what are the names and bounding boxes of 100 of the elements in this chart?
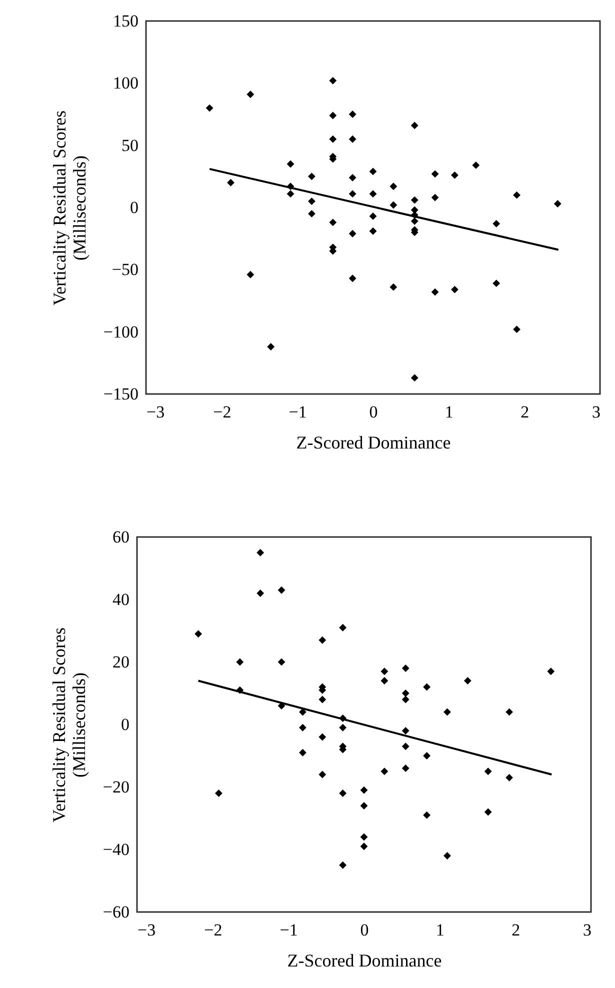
point [513,191,520,199]
point [410,122,418,130]
point [318,733,326,741]
point [492,220,500,228]
y-tick-label: −50 [112,260,138,280]
point [206,104,214,112]
point [402,742,410,750]
x-tick-label: 1 [436,920,444,940]
point [444,852,451,860]
point [506,774,513,782]
point [492,280,500,288]
point [360,833,368,841]
point [267,343,275,350]
point [329,218,337,226]
x-tick-label: 2 [520,402,530,422]
point [431,194,439,202]
y-tick-label: −150 [103,384,138,404]
point [348,174,356,182]
x-tick-label: −2 [204,920,222,940]
point [236,658,244,666]
x-tick-label: 3 [592,402,600,422]
point [464,677,472,684]
y-tick-label: −20 [102,778,130,796]
point [308,198,316,205]
point [369,227,377,235]
point [451,171,458,179]
point [329,135,337,143]
x-tick-label: 0 [369,402,378,422]
y-tick-label: 50 [122,136,138,155]
y-tick-label: 20 [112,652,130,672]
y-tick-label: 150 [113,12,138,30]
point [256,590,264,597]
point [246,270,254,278]
y-axis-title: Verticality Residual Scores (Milliseconds) [48,628,89,822]
point [402,764,410,772]
point [484,768,492,776]
point [472,162,480,169]
point [431,288,439,296]
point [348,274,356,282]
point [369,212,377,220]
point [369,168,377,176]
x-tick-label: −1 [288,402,307,422]
x-tick-label: 1 [444,402,454,422]
point [390,283,398,291]
point [339,724,347,732]
x-tick-label: −1 [280,920,298,940]
point [369,190,377,198]
point [360,842,368,850]
point [423,752,431,760]
point [402,690,410,697]
x-tick-label: −3 [146,402,165,422]
point [246,90,254,98]
point [308,172,316,180]
y-tick-label: −100 [103,322,138,342]
point [348,190,356,198]
point [360,786,368,794]
point [286,160,294,168]
point [278,658,286,666]
point [299,708,306,716]
point [380,668,388,676]
point [402,727,410,734]
point [390,201,398,209]
point [410,196,418,204]
point [329,112,337,120]
point [299,748,306,756]
y-axis-title: Verticality Residual Scores (Milliseconds) [49,110,90,306]
x-tick-label: 3 [583,920,592,940]
x-axis-title: Z-Scored Dominance [296,432,451,452]
point [348,135,356,143]
point [278,586,286,594]
point [339,624,347,632]
point [339,861,347,869]
point [215,790,222,797]
point [451,286,458,294]
point [380,768,388,776]
point [431,170,439,178]
y-tick-label: 0 [121,715,130,734]
point [513,326,520,334]
point [194,630,202,638]
point [348,230,356,238]
point [329,76,337,84]
point [402,664,410,672]
point [402,696,410,704]
y-tick-label: 40 [112,590,130,609]
point [348,110,356,118]
point [227,178,234,186]
x-tick-label: 0 [360,920,369,940]
point [423,811,431,819]
x-tick-label: −2 [213,402,232,422]
point [380,677,388,684]
point [299,724,306,732]
point [318,770,326,778]
x-tick-label: −3 [138,920,156,940]
y-tick-label: 100 [113,74,138,93]
y-tick-label: −40 [102,840,130,859]
point [318,636,326,644]
x-axis-title: Z-Scored Dominance [287,950,442,970]
point [547,668,555,676]
point [423,683,431,691]
point [308,210,316,218]
